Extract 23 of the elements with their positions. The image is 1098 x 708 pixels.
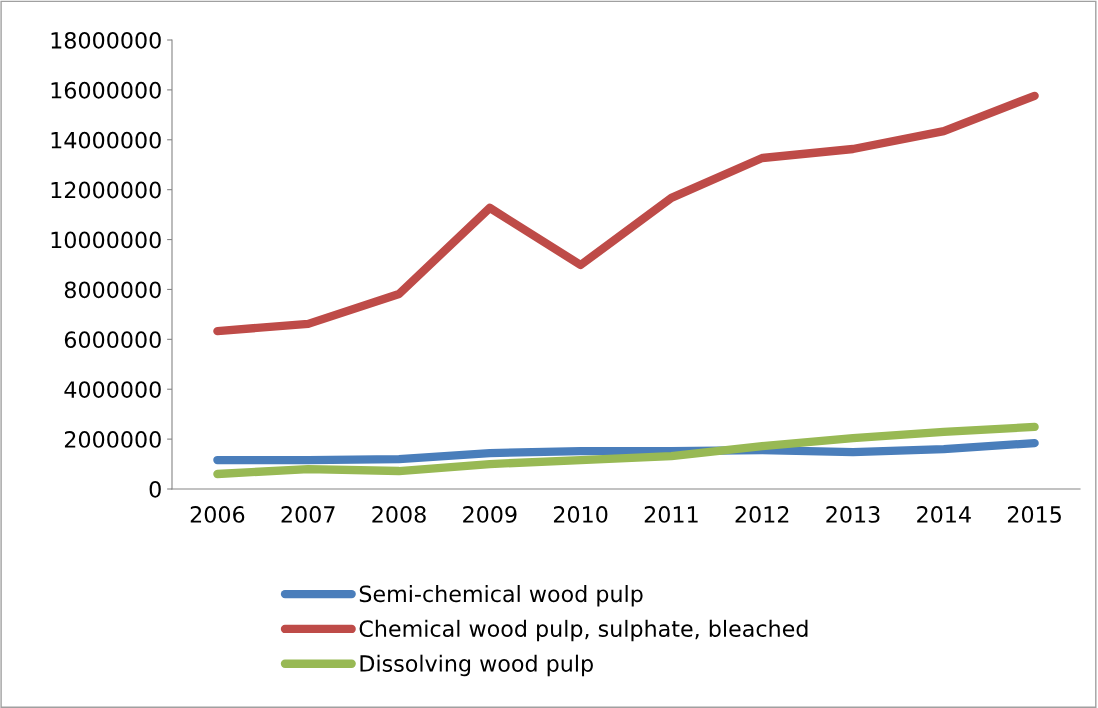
x-tick-label: 2010	[553, 506, 608, 523]
x-tick-label: 2014	[917, 506, 971, 523]
y-tick-label: 12000000	[51, 181, 161, 199]
x-tick-label: 2008	[372, 506, 426, 523]
y-tick-label: 6000000	[64, 331, 161, 349]
x-tick-label: 2007	[281, 506, 335, 523]
x-tick-label: 2015	[1007, 506, 1061, 523]
x-tick-label: 2011	[644, 506, 698, 523]
y-tick-label: 16000000	[51, 81, 161, 99]
legend-label: Chemical wood pulp, sulphate, bleached	[359, 619, 808, 642]
y-tick-label: 4000000	[64, 381, 161, 398]
y-tick-label: 14000000	[51, 131, 161, 149]
legend-label: Dissolving wood pulp	[360, 654, 593, 677]
y-tick-label: 8000000	[64, 281, 161, 299]
y-tick-label: 0	[149, 480, 161, 498]
x-tick-label: 2013	[826, 506, 880, 523]
x-tick-label: 2006	[190, 506, 245, 523]
x-tick-label: 2009	[463, 506, 517, 523]
y-tick-label: 18000000	[51, 31, 161, 49]
y-tick-label: 2000000	[64, 431, 161, 448]
legend-label: Semi-chemical wood pulp	[359, 585, 643, 607]
x-tick-label: 2012	[735, 506, 789, 523]
y-tick-label: 10000000	[51, 231, 161, 249]
